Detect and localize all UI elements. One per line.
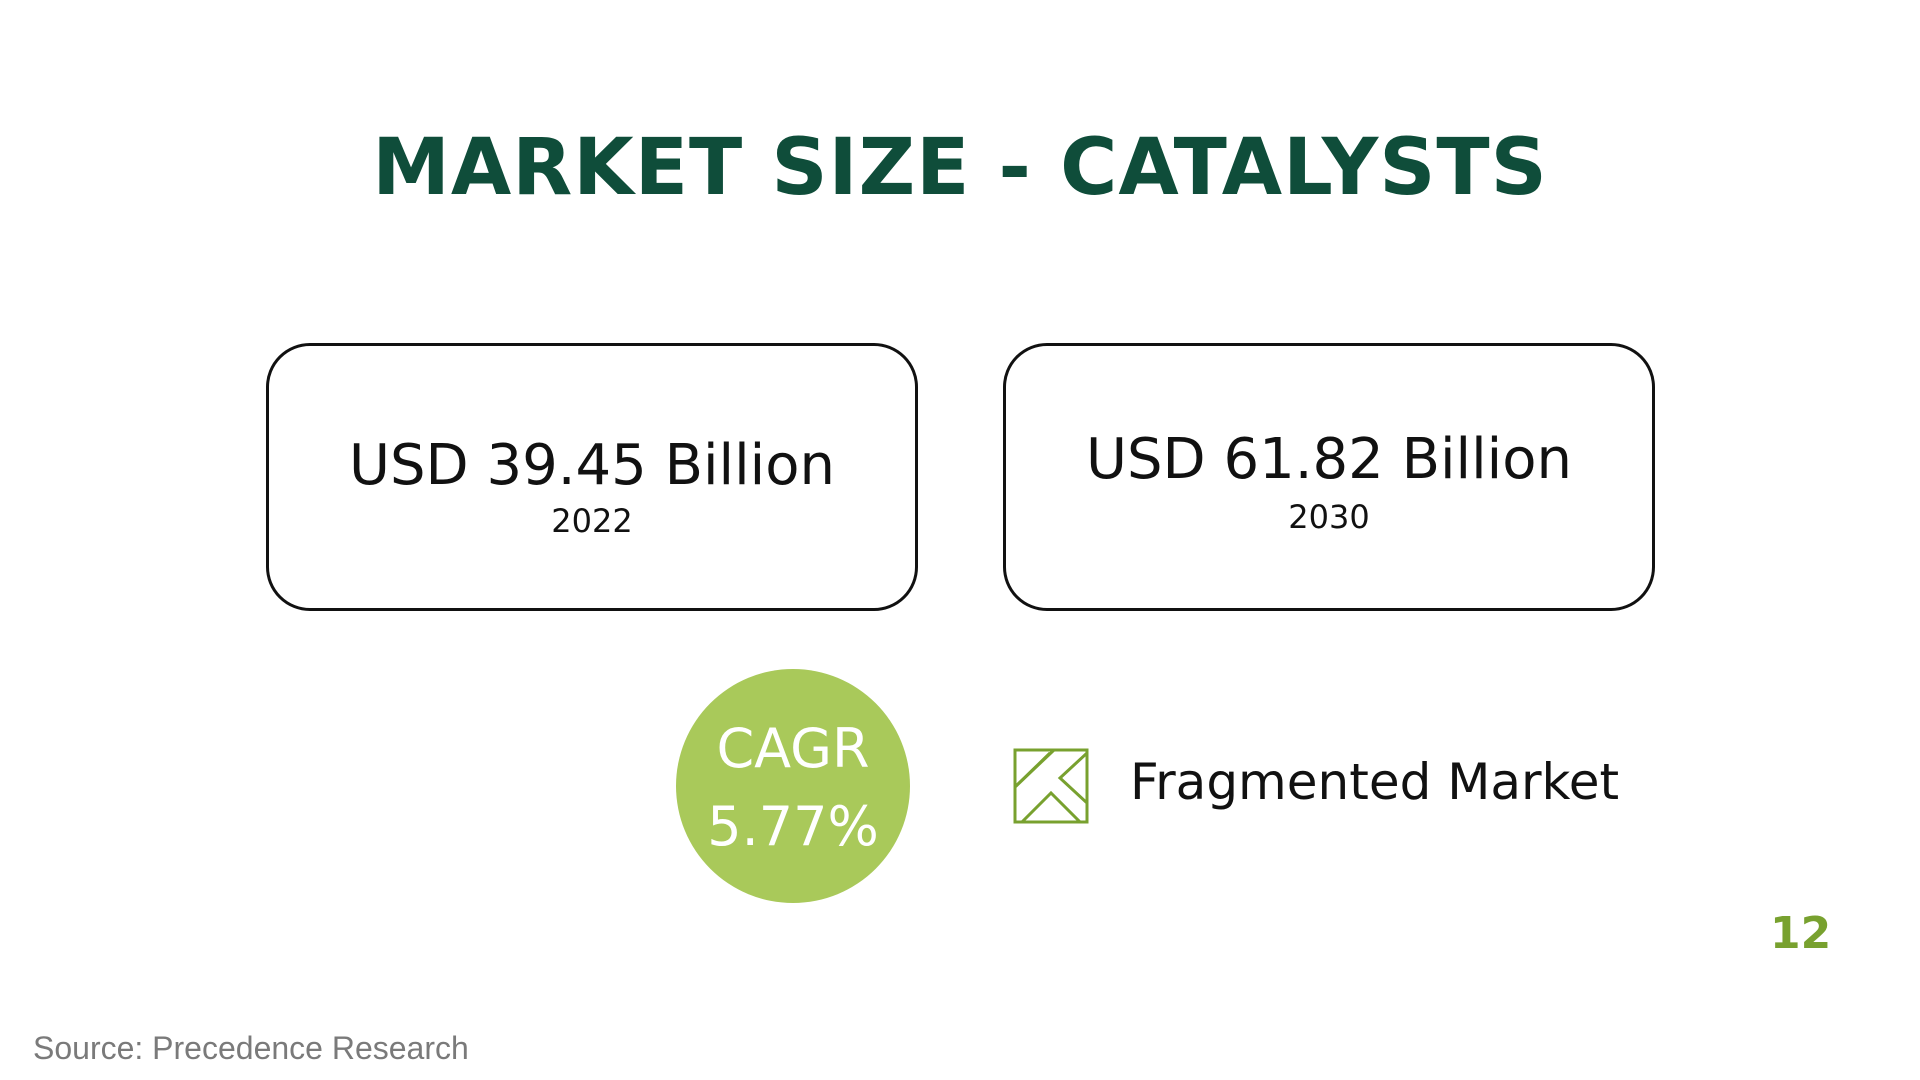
source-citation: Source: Precedence Research [33, 1030, 469, 1066]
market-size-2030-box: USD 61.82 Billion 2030 [1003, 343, 1655, 611]
fragmented-market-label: Fragmented Market [1130, 753, 1620, 811]
market-size-2030-year: 2030 [1288, 498, 1370, 536]
cagr-value: 5.77% [707, 795, 879, 858]
market-size-2022-box: USD 39.45 Billion 2022 [266, 343, 918, 611]
cagr-label: CAGR [716, 717, 870, 780]
page-title: MARKET SIZE - CATALYSTS [372, 123, 1548, 213]
cagr-badge: CAGR 5.77% [676, 669, 910, 903]
fragmented-market-icon [1013, 748, 1089, 824]
market-size-2022-value: USD 39.45 Billion [349, 433, 835, 498]
market-size-2030-value: USD 61.82 Billion [1086, 427, 1572, 492]
page-number: 12 [1770, 908, 1832, 959]
market-size-2022-year: 2022 [551, 502, 633, 540]
